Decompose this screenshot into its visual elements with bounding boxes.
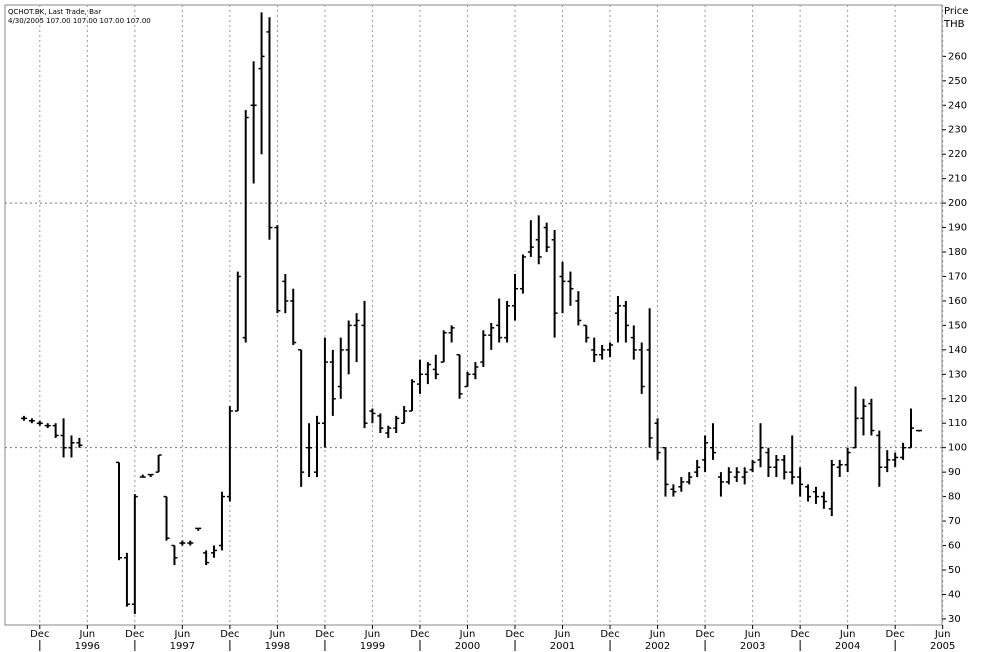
y-tick-label: 250	[948, 76, 967, 87]
year-label: 2003	[740, 641, 765, 652]
y-tick-label: 120	[948, 394, 967, 405]
x-tick-label: Dec	[220, 629, 239, 640]
y-tick-label: 60	[948, 541, 961, 552]
y-tick-label: 210	[948, 174, 967, 185]
y-tick-label: 100	[948, 443, 967, 454]
y-tick-label: 200	[948, 198, 967, 209]
x-tick-label: Dec	[695, 629, 714, 640]
y-axis-unit: THB	[943, 19, 965, 30]
x-tick-label: Dec	[600, 629, 619, 640]
x-tick-label: Dec	[790, 629, 809, 640]
year-label: 2001	[550, 641, 575, 652]
y-tick-label: 220	[948, 149, 967, 160]
year-label: 2002	[645, 641, 670, 652]
year-label: 1999	[360, 641, 385, 652]
year-label: 2000	[455, 641, 480, 652]
y-tick-label: 50	[948, 565, 961, 576]
y-tick-label: 160	[948, 296, 967, 307]
y-tick-label: 40	[948, 589, 961, 600]
chart-title: QCHOT.BK, Last Trade, Bar	[8, 8, 101, 16]
y-tick-label: 260	[948, 51, 967, 62]
y-tick-label: 130	[948, 369, 967, 380]
x-tick-label: Dec	[410, 629, 429, 640]
y-tick-label: 80	[948, 492, 961, 503]
y-tick-label: 240	[948, 100, 967, 111]
y-tick-label: 150	[948, 320, 967, 331]
y-tick-label: 110	[948, 418, 967, 429]
x-tick-label: Jun	[554, 629, 571, 640]
x-tick-label: Jun	[79, 629, 96, 640]
y-tick-label: 230	[948, 125, 967, 136]
x-tick-label: Dec	[315, 629, 334, 640]
year-label: 2004	[835, 641, 860, 652]
x-tick-label: Jun	[174, 629, 191, 640]
plot-frame	[4, 4, 943, 626]
y-axis-label: Price	[944, 6, 968, 17]
year-label: 1996	[75, 641, 100, 652]
y-tick-label: 90	[948, 467, 961, 478]
x-tick-label: Dec	[885, 629, 904, 640]
y-tick-label: 180	[948, 247, 967, 258]
x-tick-label: Jun	[364, 629, 381, 640]
x-tick-label: Jun	[269, 629, 286, 640]
year-label: 2005	[930, 641, 955, 652]
year-label: 1998	[265, 641, 290, 652]
x-tick-label: Jun	[459, 629, 476, 640]
y-tick-label: 140	[948, 345, 967, 356]
chart-subtitle: 4/30/2005 107.00 107.00 107.00 107.00	[8, 17, 151, 25]
y-tick-label: 30	[948, 614, 961, 625]
y-tick-label: 190	[948, 223, 967, 234]
y-tick-label: 170	[948, 271, 967, 282]
x-tick-label: Dec	[505, 629, 524, 640]
y-tick-label: 70	[948, 516, 961, 527]
x-tick-label: Jun	[649, 629, 666, 640]
x-tick-label: Dec	[125, 629, 144, 640]
x-tick-label: Jun	[839, 629, 856, 640]
year-label: 1997	[170, 641, 195, 652]
x-tick-label: Dec	[30, 629, 49, 640]
x-tick-label: Jun	[934, 629, 951, 640]
x-tick-label: Jun	[744, 629, 761, 640]
